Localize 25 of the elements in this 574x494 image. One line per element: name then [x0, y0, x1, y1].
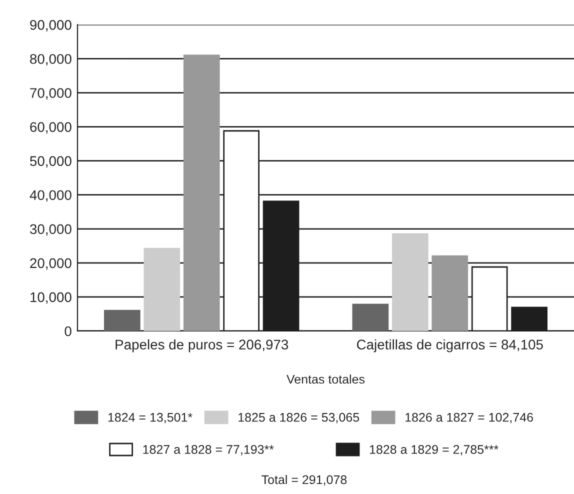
y-tick-label: 30,000: [30, 224, 72, 236]
y-tick-label: 10,000: [30, 292, 72, 304]
y-tick-label: 70,000: [30, 88, 72, 100]
x-tick-label: Papeles de puros = 206,973: [116, 339, 288, 352]
bar: [144, 248, 180, 331]
y-tick-label: 90,000: [30, 20, 72, 32]
bar: [392, 233, 428, 331]
y-tick-label: 80,000: [30, 54, 72, 66]
y-tick-label: 60,000: [30, 122, 72, 134]
legend-label: 1824 = 13,501*: [108, 412, 192, 424]
bar: [352, 304, 389, 331]
y-tick-label: 40,000: [30, 190, 72, 202]
x-axis-title: Ventas totales: [286, 374, 365, 384]
x-tick-label: Cajetillas de cigarros = 84,105: [356, 339, 543, 352]
legend-label: 1826 a 1827 = 102,746: [406, 412, 533, 424]
bar: [183, 54, 220, 331]
legend-label: 1827 a 1828 = 77,193**: [143, 445, 274, 456]
y-tick-label: 50,000: [30, 156, 72, 168]
legend-label: 1828 a 1829 = 2,785***: [370, 445, 498, 456]
y-tick-label: 20,000: [30, 258, 72, 270]
bar: [432, 255, 468, 331]
bar: [104, 310, 140, 331]
text: Total = 291,078: [262, 474, 347, 486]
legend-label: 1825 a 1826 = 53,065: [238, 412, 360, 424]
y-tick-label: 0: [64, 326, 72, 336]
